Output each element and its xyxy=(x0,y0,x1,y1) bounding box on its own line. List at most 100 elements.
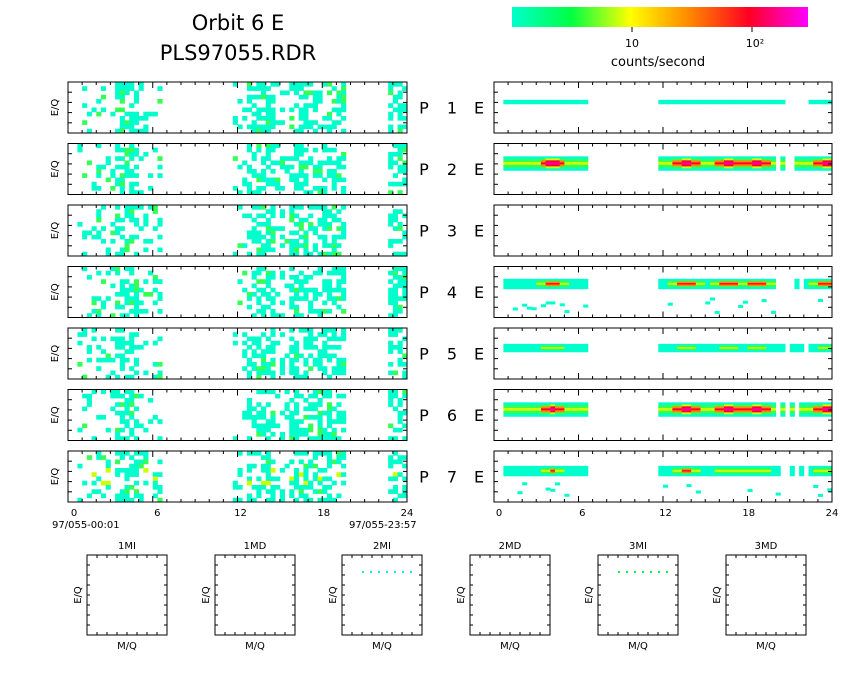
heatmap-cell xyxy=(397,304,403,310)
heatmap-cell xyxy=(256,205,262,210)
heatmap-cell xyxy=(526,101,532,105)
heatmap-cell xyxy=(152,209,158,214)
heatmap-cell xyxy=(663,156,669,160)
heatmap-cell xyxy=(294,393,300,399)
heatmap-cell xyxy=(124,423,130,429)
heatmap-cell xyxy=(317,313,323,318)
heatmap-cell xyxy=(531,283,537,290)
heatmap-cell xyxy=(317,389,323,395)
heatmap-cell xyxy=(124,300,130,306)
heatmap-cell xyxy=(799,470,805,477)
heatmap-cell xyxy=(143,370,149,376)
heatmap-cell xyxy=(242,213,248,219)
heatmap-cell xyxy=(522,410,528,414)
heatmap-cell xyxy=(550,301,556,305)
heatmap-cell xyxy=(822,404,828,407)
heatmap-cell xyxy=(761,410,767,413)
heatmap-cell xyxy=(545,467,551,471)
heatmap-cell xyxy=(555,284,561,287)
heatmap-cell xyxy=(672,410,678,413)
heatmap-cell xyxy=(724,469,730,473)
heatmap-cell xyxy=(392,107,398,113)
heatmap-cell xyxy=(545,406,551,409)
heatmap-cell xyxy=(392,472,398,477)
heatmap-cell xyxy=(317,497,323,503)
heatmap-cell xyxy=(251,226,257,231)
heatmap-cell xyxy=(677,473,683,477)
heatmap-cell xyxy=(341,309,347,314)
panel-row: E/Q P 5 E xyxy=(50,327,833,380)
heatmap-cell xyxy=(129,402,135,407)
heatmap-cell xyxy=(157,173,163,178)
mq-dot xyxy=(650,571,652,573)
heatmap-cell xyxy=(341,410,347,416)
heatmap-cell xyxy=(827,406,833,409)
heatmap-cell xyxy=(246,398,253,403)
heatmap-cell xyxy=(747,473,753,477)
heatmap-cell xyxy=(573,278,579,285)
heatmap-cell xyxy=(294,468,300,473)
heatmap-cell xyxy=(82,86,88,91)
panel-number: 3 xyxy=(447,222,457,241)
heatmap-cell xyxy=(284,156,290,161)
heatmap-cell xyxy=(86,128,92,134)
heatmap-cell xyxy=(691,285,697,288)
heatmap-cell xyxy=(289,82,295,87)
heatmap-cell xyxy=(322,279,328,284)
heatmap-cell xyxy=(388,156,394,161)
heatmap-cell xyxy=(822,281,828,284)
heatmap-cell xyxy=(237,472,243,477)
heatmap-cell xyxy=(331,366,337,371)
heatmap-cell xyxy=(331,370,337,376)
heatmap-cell xyxy=(392,160,398,166)
heatmap-cell xyxy=(728,467,734,471)
channel-label: E xyxy=(474,222,484,241)
heatmap-cell xyxy=(133,128,140,134)
heatmap-cell xyxy=(813,414,819,417)
heatmap-cell xyxy=(508,402,514,406)
heatmap-cell xyxy=(808,402,814,406)
heatmap-cell xyxy=(545,168,551,171)
heatmap-cell xyxy=(246,497,253,503)
heatmap-cell xyxy=(803,159,809,163)
heatmap-cell xyxy=(508,413,514,417)
heatmap-cell xyxy=(341,419,347,424)
heatmap-cell xyxy=(279,156,285,161)
heatmap-cell xyxy=(133,173,140,178)
heatmap-cell xyxy=(100,94,107,100)
heatmap-cell xyxy=(672,99,678,103)
heatmap-cell xyxy=(129,82,135,87)
heatmap-cell xyxy=(564,493,570,497)
heatmap-cell xyxy=(681,474,687,477)
heatmap-cell xyxy=(813,406,819,409)
heatmap-cell xyxy=(747,414,753,417)
heatmap-cell xyxy=(822,168,828,171)
heatmap-cell xyxy=(326,389,333,395)
heatmap-cell xyxy=(326,116,333,121)
heatmap-cell xyxy=(803,161,809,166)
heatmap-cell xyxy=(317,410,323,416)
heatmap-cell xyxy=(129,111,135,117)
heatmap-cell xyxy=(817,408,824,411)
heatmap-cell xyxy=(246,107,253,113)
heatmap-cell xyxy=(522,283,528,290)
heatmap-cell xyxy=(336,455,342,460)
heatmap-cell xyxy=(119,107,125,113)
heatmap-cell xyxy=(129,336,135,342)
heatmap-cell xyxy=(124,160,130,166)
heatmap-cell xyxy=(728,402,734,405)
heatmap-cell xyxy=(583,161,589,166)
heatmap-cell xyxy=(705,343,711,349)
heatmap-cell xyxy=(294,419,300,424)
heatmap-cell xyxy=(733,166,739,169)
heatmap-cell xyxy=(578,156,584,160)
heatmap-cell xyxy=(251,423,257,429)
heatmap-cell xyxy=(294,402,300,407)
heatmap-cell xyxy=(157,459,163,465)
heatmap-cell xyxy=(261,251,267,257)
heatmap-cell xyxy=(700,280,706,284)
heatmap-cell xyxy=(251,366,257,371)
heatmap-cell xyxy=(289,427,295,433)
heatmap-cell xyxy=(695,286,701,290)
